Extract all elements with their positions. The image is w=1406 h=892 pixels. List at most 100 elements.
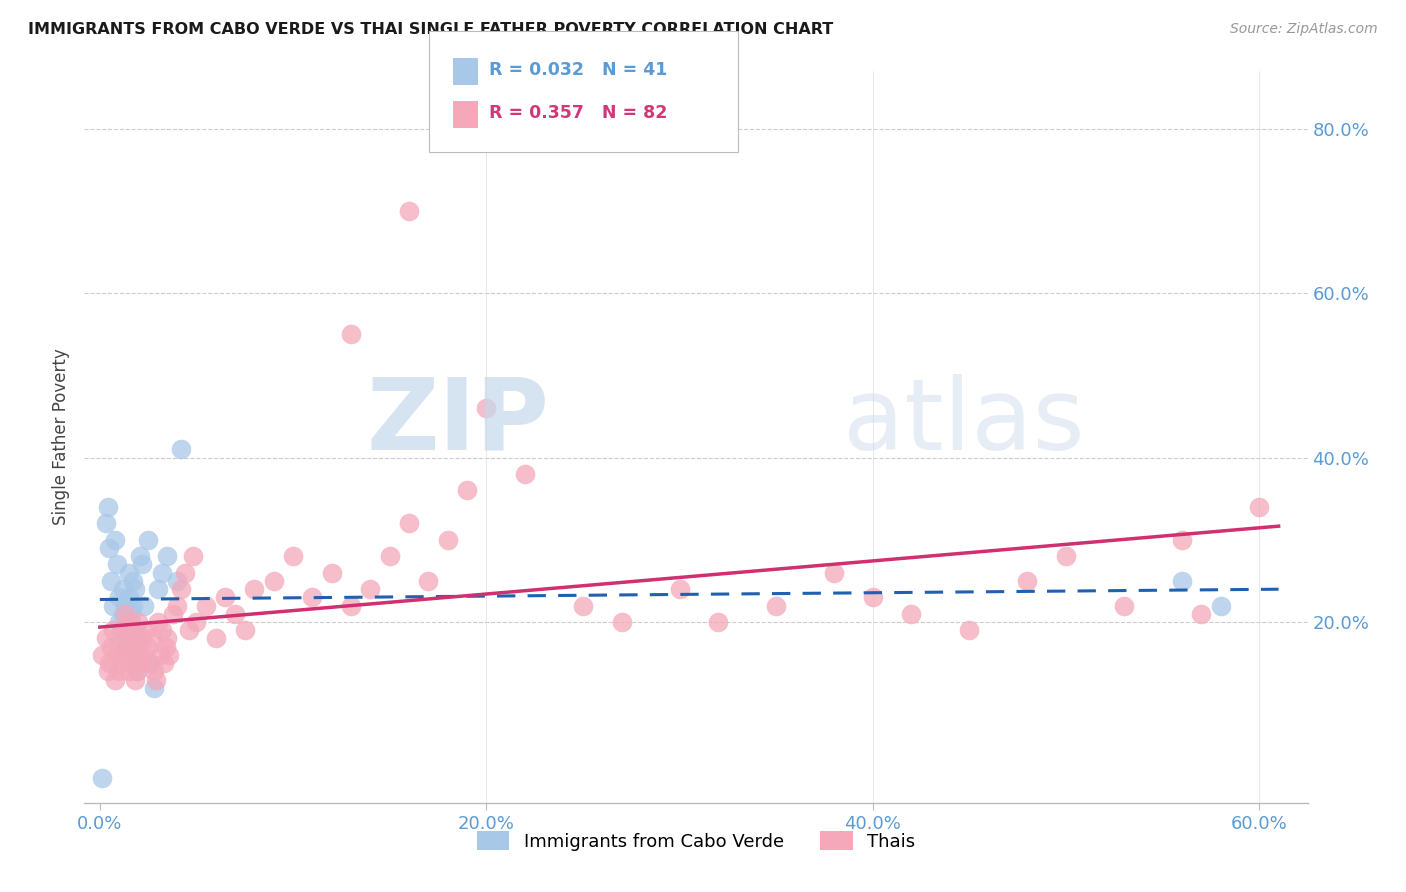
Point <box>110 624 132 638</box>
Point <box>862 591 884 605</box>
Point <box>129 549 152 564</box>
Text: R = 0.357   N = 82: R = 0.357 N = 82 <box>489 104 668 122</box>
Point <box>177 624 200 638</box>
Point <box>120 648 142 662</box>
Point <box>103 599 125 613</box>
Point <box>243 582 266 596</box>
Point <box>134 648 156 662</box>
Point <box>100 640 122 654</box>
Point <box>127 615 149 629</box>
Point <box>98 656 121 670</box>
Point <box>127 640 149 654</box>
Point <box>475 401 498 416</box>
Text: atlas: atlas <box>842 374 1084 471</box>
Point <box>1017 574 1039 588</box>
Point <box>281 549 304 564</box>
Point <box>186 615 208 629</box>
Point <box>155 640 177 654</box>
Point <box>105 648 128 662</box>
Point <box>111 624 134 638</box>
Point <box>118 566 141 580</box>
Point <box>108 640 131 654</box>
Text: IMMIGRANTS FROM CABO VERDE VS THAI SINGLE FATHER POVERTY CORRELATION CHART: IMMIGRANTS FROM CABO VERDE VS THAI SINGL… <box>28 22 834 37</box>
Point <box>118 591 141 605</box>
Point <box>90 648 112 662</box>
Point <box>129 656 152 670</box>
Point <box>146 615 169 629</box>
Point <box>115 624 138 638</box>
Point <box>90 771 112 785</box>
Point <box>765 599 787 613</box>
Point <box>111 607 134 621</box>
Point <box>131 558 153 572</box>
Point <box>1171 533 1194 547</box>
Legend: Immigrants from Cabo Verde, Thais: Immigrants from Cabo Verde, Thais <box>468 822 924 860</box>
Point <box>110 656 132 670</box>
Point <box>456 483 478 498</box>
Point <box>150 566 173 580</box>
Point <box>120 615 142 629</box>
Point <box>114 599 136 613</box>
Point <box>96 500 118 514</box>
Point <box>115 632 138 646</box>
Point <box>135 624 157 638</box>
Point <box>136 533 159 547</box>
Point <box>111 582 134 596</box>
Point <box>121 640 143 654</box>
Point <box>108 665 131 679</box>
Point <box>104 533 127 547</box>
Point <box>127 632 149 646</box>
Point <box>150 624 173 638</box>
Point <box>156 549 179 564</box>
Point <box>1171 574 1194 588</box>
Point <box>114 607 136 621</box>
Point <box>157 648 180 662</box>
Point <box>141 632 163 646</box>
Point <box>124 624 146 638</box>
Point <box>118 615 141 629</box>
Point <box>105 558 128 572</box>
Point <box>166 599 188 613</box>
Text: Source: ZipAtlas.com: Source: ZipAtlas.com <box>1230 22 1378 37</box>
Point <box>127 648 149 662</box>
Point <box>100 574 122 588</box>
Point <box>94 632 117 646</box>
Point <box>124 582 146 596</box>
Point <box>900 607 922 621</box>
Y-axis label: Single Father Poverty: Single Father Poverty <box>52 349 70 525</box>
Text: R = 0.032   N = 41: R = 0.032 N = 41 <box>489 61 668 78</box>
Point <box>125 665 148 679</box>
Point <box>359 582 381 596</box>
Point <box>1189 607 1212 621</box>
Point <box>121 599 143 613</box>
Point <box>108 615 131 629</box>
Point <box>136 640 159 654</box>
Point <box>418 574 440 588</box>
Point <box>108 591 131 605</box>
Point <box>96 665 118 679</box>
Point <box>181 549 204 564</box>
Point <box>152 656 174 670</box>
Point <box>146 582 169 596</box>
Point <box>170 442 193 457</box>
Point <box>139 656 162 670</box>
Point <box>156 632 179 646</box>
Point <box>233 624 256 638</box>
Point <box>139 656 162 670</box>
Point <box>120 607 142 621</box>
Point <box>340 599 363 613</box>
Point <box>121 574 143 588</box>
Point <box>166 574 188 588</box>
Point <box>823 566 845 580</box>
Point <box>103 624 125 638</box>
Point <box>134 599 156 613</box>
Point <box>224 607 246 621</box>
Point <box>142 681 165 695</box>
Point <box>114 640 136 654</box>
Point <box>436 533 458 547</box>
Point <box>149 648 172 662</box>
Point <box>204 632 226 646</box>
Point <box>94 516 117 531</box>
Point <box>1249 500 1271 514</box>
Point <box>957 624 980 638</box>
